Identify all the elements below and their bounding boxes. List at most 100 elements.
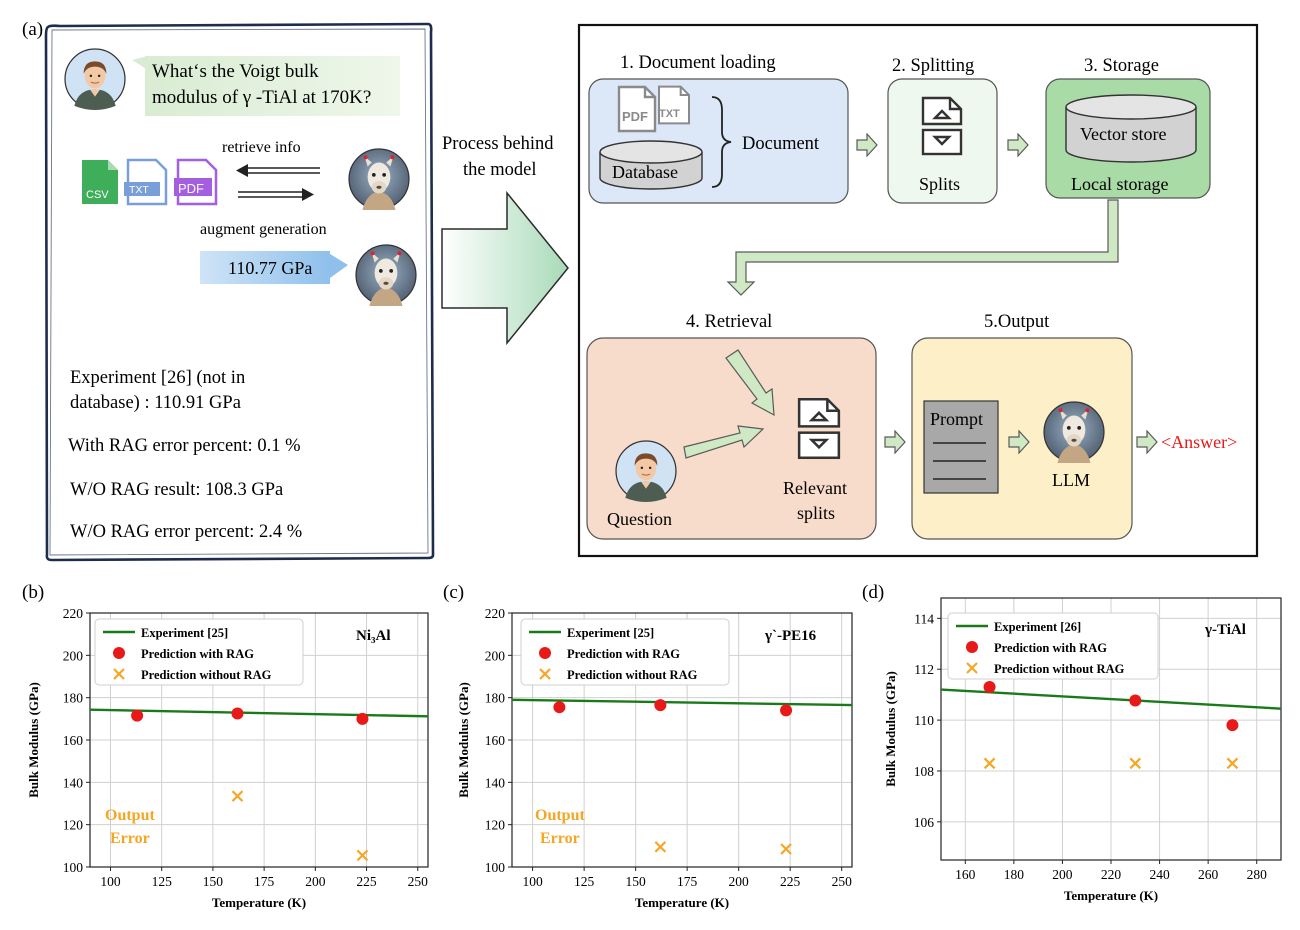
- no-rag-point: [780, 843, 792, 855]
- output-error-annotation: Output Error: [105, 807, 155, 847]
- panel-label-d: (d): [862, 582, 884, 603]
- legend-entry: Experiment [25]: [141, 626, 228, 640]
- legend-entry: Prediction with RAG: [567, 647, 680, 661]
- x-tick-label: 100: [522, 874, 543, 889]
- y-tick-label: 110: [914, 713, 934, 728]
- x-tick-label: 125: [152, 874, 173, 889]
- material-label: γ-TiAl: [1204, 622, 1246, 638]
- llama-avatar-top: [348, 148, 410, 210]
- rag-point: [1226, 719, 1239, 732]
- y-tick-label: 140: [485, 775, 506, 790]
- question-label: Question: [607, 509, 672, 529]
- chart-pe16: 100 125 150 175 200 225 250 100 120 140 160 180 200 2…: [456, 606, 853, 910]
- pdf-file-icon: PDF: [174, 158, 218, 206]
- legend-entry: Experiment [26]: [994, 620, 1081, 634]
- rag-point: [780, 704, 793, 717]
- x-tick-label: 175: [254, 874, 275, 889]
- llm-avatar: [1043, 401, 1105, 463]
- material-label: Ni₃Al: [356, 628, 391, 644]
- wo-rag-error: W/O RAG error percent: 2.4 %: [70, 522, 302, 542]
- output-error-annotation: Output Error: [535, 807, 585, 847]
- x-tick-label: 250: [408, 874, 429, 889]
- answer-tag: <Answer>: [1161, 432, 1237, 452]
- document-brace: [711, 96, 732, 188]
- y-axis-label: Bulk Modulus (GPa): [456, 682, 471, 798]
- x-tick-label: 240: [1149, 867, 1170, 882]
- no-rag-point: [1129, 757, 1142, 770]
- legend-entry: Prediction with RAG: [994, 641, 1107, 655]
- pdf-doc-icon: PDF: [617, 85, 657, 133]
- x-tick-label: 150: [203, 874, 224, 889]
- legend-entry: Prediction with RAG: [141, 647, 254, 661]
- svg-text:PDF: PDF: [622, 109, 648, 124]
- retrieval-arrow-question: [683, 425, 765, 459]
- y-tick-label: 160: [63, 733, 84, 748]
- splits-label: Splits: [919, 174, 960, 194]
- y-tick-label: 112: [914, 662, 934, 677]
- no-rag-point: [1226, 757, 1239, 770]
- database-cylinder: [599, 140, 703, 190]
- legend-box: [520, 618, 730, 686]
- csv-file-icon: CSV: [82, 160, 118, 204]
- svg-text:TXT: TXT: [129, 184, 149, 196]
- panel-label-c: (c): [443, 582, 464, 603]
- step2-title: 2. Splitting: [892, 56, 974, 76]
- database-label: Database: [612, 162, 678, 182]
- y-tick-label: 108: [914, 764, 935, 779]
- material-label: γ`-PE16: [764, 628, 817, 644]
- wo-rag-result: W/O RAG result: 108.3 GPa: [70, 480, 283, 500]
- plot-frame: [89, 612, 429, 868]
- process-label-line1: Process behind: [442, 134, 554, 154]
- y-tick-label: 120: [63, 818, 84, 833]
- txt-doc-icon: TXT: [657, 85, 691, 125]
- y-tick-label: 160: [485, 733, 506, 748]
- legend-entry: Prediction without RAG: [141, 668, 272, 682]
- no-rag-point: [231, 790, 244, 802]
- legend-circle-marker: [113, 647, 125, 659]
- with-rag-error: With RAG error percent: 0.1 %: [68, 436, 301, 456]
- retrieve-info-label: retrieve info: [222, 139, 301, 156]
- legend-entry: Experiment [25]: [567, 626, 654, 640]
- step4-title: 4. Retrieval: [686, 312, 772, 332]
- y-axis-label: Bulk Modulus (GPa): [26, 682, 41, 798]
- rag-point: [983, 681, 996, 694]
- y-tick-label: 220: [63, 606, 84, 621]
- legend-x-marker: [539, 668, 551, 680]
- augment-arrow: [238, 188, 314, 201]
- chart-ni3al: 100 125 150 175 200 225 250 100 120 140 160 180 200 2…: [26, 606, 429, 910]
- x-tick-label: 220: [1101, 867, 1122, 882]
- augment-generation-label: augment generation: [200, 221, 327, 238]
- x-tick-label: 225: [780, 874, 801, 889]
- svg-text:PDF: PDF: [178, 181, 204, 196]
- rag-point: [553, 701, 566, 714]
- y-tick-label: 220: [485, 606, 506, 621]
- y-tick-label: 200: [63, 648, 84, 663]
- plot-frame: [940, 597, 1282, 861]
- answer-value: 110.77 GPa: [228, 258, 312, 278]
- retrieve-arrow: [236, 164, 320, 177]
- experiment-line: [511, 698, 853, 707]
- x-axis-label: Temperature (K): [212, 895, 306, 910]
- relevant-splits-line1: Relevant: [783, 478, 847, 498]
- x-tick-label: 150: [626, 874, 647, 889]
- rag-point: [356, 712, 369, 725]
- y-tick-label: 100: [485, 860, 506, 875]
- x-tick-label: 100: [100, 874, 121, 889]
- svg-text:CSV: CSV: [86, 189, 109, 201]
- svg-text:TXT: TXT: [659, 108, 680, 120]
- x-tick-label: 200: [305, 874, 326, 889]
- chart-tial: 160 180 200 220 240 260 280 106 108 110 112 114 Temp…: [883, 597, 1282, 903]
- step3-title: 3. Storage: [1084, 56, 1159, 76]
- prompt-document: [923, 400, 999, 494]
- panel-label-a: (a): [22, 19, 43, 40]
- chat-card: [44, 22, 435, 562]
- x-tick-label: 200: [1052, 867, 1073, 882]
- legend-circle-marker: [966, 641, 978, 653]
- step1-title: 1. Document loading: [620, 53, 776, 73]
- rag-point: [131, 709, 144, 722]
- retrieval-arrow-top: [725, 349, 775, 417]
- rag-point: [1129, 694, 1142, 707]
- y-tick-label: 106: [914, 815, 935, 830]
- legend-box: [947, 612, 1159, 680]
- y-axis-label: Bulk Modulus (GPa): [883, 671, 898, 787]
